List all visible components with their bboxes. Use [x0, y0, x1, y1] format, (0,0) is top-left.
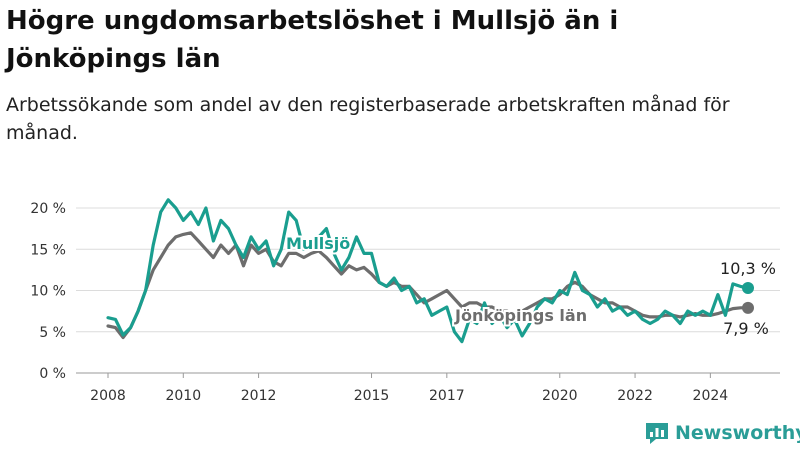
y-tick-label: 10 %	[30, 284, 66, 300]
x-tick-label: 2024	[693, 388, 729, 404]
newsworthy-logo-icon	[646, 423, 668, 444]
x-tick-label: 2020	[542, 388, 578, 404]
y-tick-label: 15 %	[30, 242, 66, 258]
series-line-jonkopings-lan	[106, 231, 750, 340]
x-tick-label: 2022	[617, 388, 653, 404]
x-tick-label: 2008	[90, 388, 126, 404]
chart-title: Högre ungdomsarbetslöshet i Mullsjö än i…	[6, 6, 619, 74]
end-point-jonkopings-lan	[742, 301, 754, 314]
chart-subtitle: Arbetssökande som andel av den registerb…	[6, 94, 730, 144]
value-label-jonkopings-lan: 7,9 %	[723, 319, 769, 338]
x-tick-label: 2010	[165, 388, 201, 404]
series-label-mullsjo: Mullsjö	[286, 234, 350, 253]
value-label-mullsjo: 10,3 %	[720, 259, 776, 278]
x-tick-label: 2015	[354, 388, 390, 404]
y-tick-label: 0 %	[39, 366, 66, 382]
x-tick-label: 2017	[429, 388, 465, 404]
end-point-mullsjo	[742, 282, 754, 295]
x-tick-label: 2012	[241, 388, 277, 404]
y-tick-label: 5 %	[39, 325, 66, 341]
series-line-mullsjo	[106, 198, 750, 344]
series-label-jonkopings-lan: Jönköpings län	[454, 306, 587, 325]
brand-logo: Newsworthy	[644, 418, 800, 448]
brand-name: Newsworthy	[675, 422, 800, 444]
y-tick-label: 20 %	[30, 201, 66, 217]
